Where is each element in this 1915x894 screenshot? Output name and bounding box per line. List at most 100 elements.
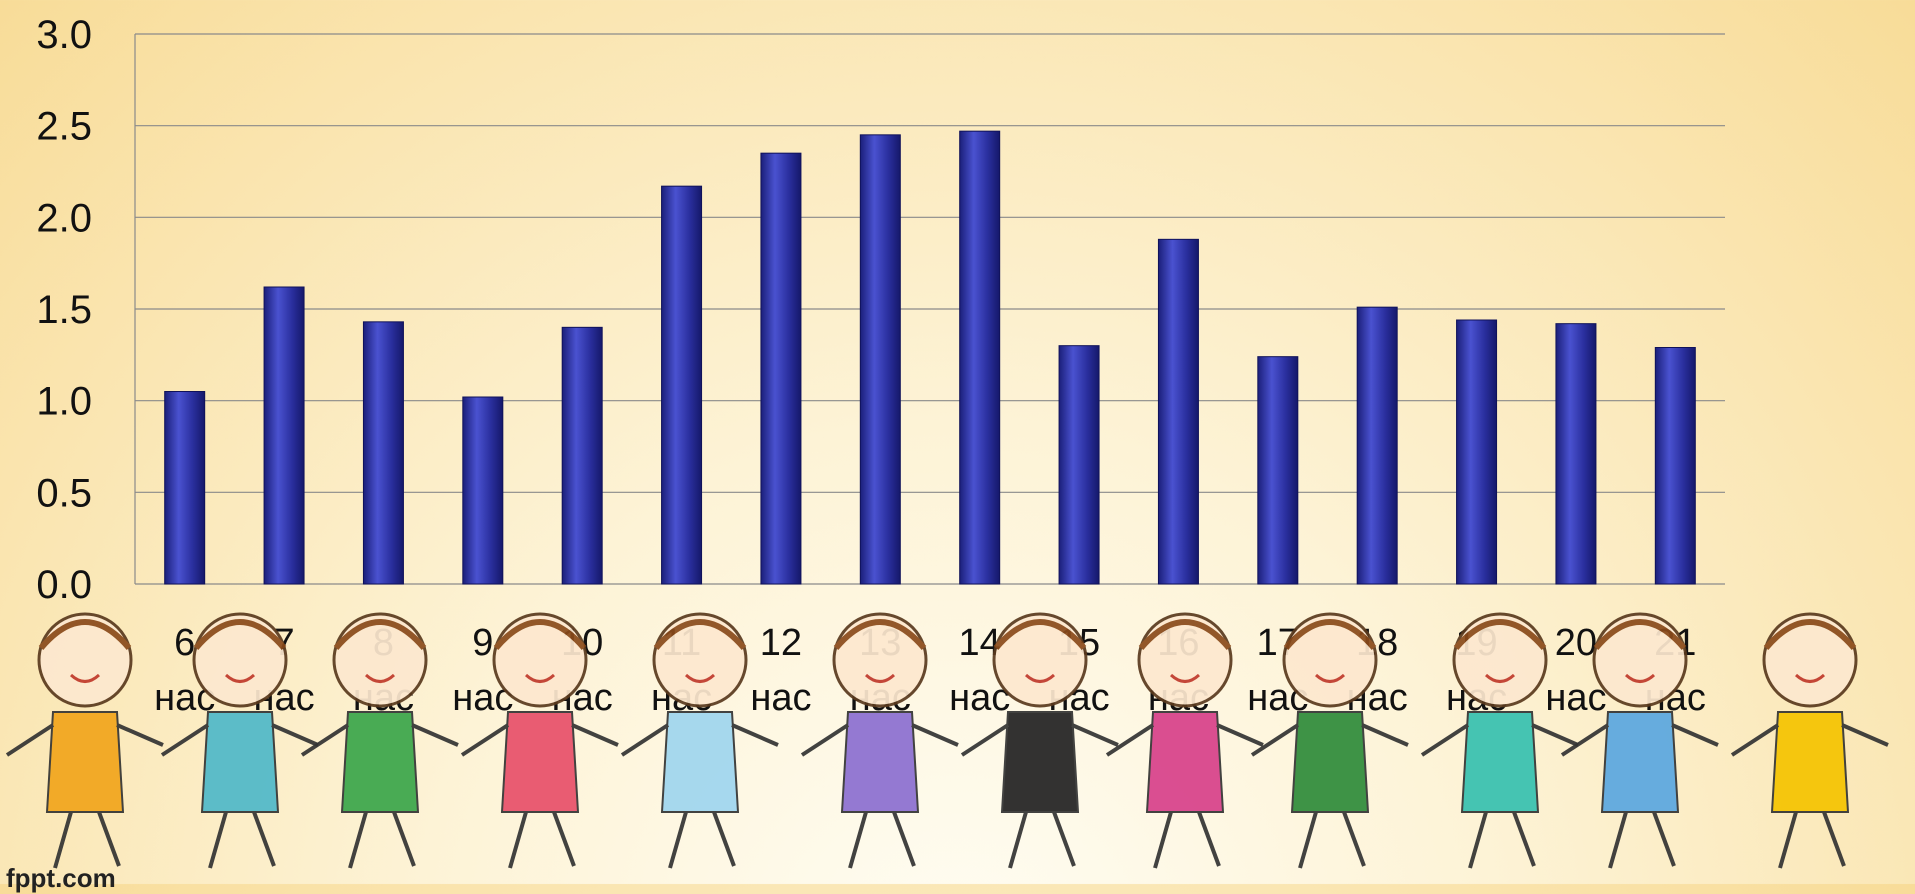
bar: [1157, 238, 1199, 585]
kid-leg: [208, 811, 228, 869]
kid-mouth: [864, 673, 896, 683]
y-tick-label: 3.0: [36, 13, 92, 57]
kid-arm: [1105, 723, 1155, 757]
kid-figure: [1105, 612, 1264, 869]
x-tick-label-number: 20: [1555, 622, 1597, 664]
kid-shirt: [1460, 711, 1540, 813]
kid-leg: [1608, 811, 1628, 869]
kid-figure: [1560, 612, 1719, 869]
y-tick-label: 1.0: [36, 380, 92, 424]
kid-hair: [993, 619, 1087, 650]
kid-leg: [1153, 811, 1173, 869]
kid-arm: [960, 723, 1010, 757]
kid-hair: [193, 619, 287, 650]
y-tick-label: 1.5: [36, 288, 92, 332]
kid-leg: [53, 811, 73, 869]
kid-arm: [300, 723, 350, 757]
kid-arm: [571, 723, 619, 747]
kid-hair: [1593, 619, 1687, 650]
x-tick-label-number: 12: [760, 622, 802, 664]
bar: [1654, 347, 1696, 585]
kid-shirt: [1600, 711, 1680, 813]
y-axis: 0.0 0.5 1.0 1.5 2.0 2.5 3.0: [36, 13, 92, 607]
bar: [859, 134, 901, 585]
bar: [1257, 356, 1299, 585]
kid-leg: [668, 811, 688, 869]
kid-arm: [5, 723, 55, 757]
kid-leg: [892, 811, 916, 867]
kid-shirt: [200, 711, 280, 813]
kid-arm: [1420, 723, 1470, 757]
kid-leg: [1197, 811, 1221, 867]
x-tick-label-number: 6: [174, 622, 195, 664]
kid-head: [652, 612, 748, 708]
kid-arm: [411, 723, 459, 747]
kid-arm: [271, 723, 319, 747]
kid-hair: [1453, 619, 1547, 650]
kid-mouth: [69, 673, 101, 683]
kid-hair: [333, 619, 427, 650]
y-tick-label: 2.0: [36, 196, 92, 240]
bar: [959, 130, 1001, 585]
kid-leg: [508, 811, 528, 869]
kid-shirt: [660, 711, 740, 813]
kid-arm: [116, 723, 164, 747]
kid-head: [192, 612, 288, 708]
kid-shirt: [840, 711, 920, 813]
kid-hair: [833, 619, 927, 650]
kid-head: [1592, 612, 1688, 708]
kid-hair: [1763, 619, 1857, 650]
x-tick-label-unit: нас: [1545, 677, 1606, 719]
kid-leg: [1342, 811, 1366, 867]
kid-leg: [348, 811, 368, 869]
kid-leg: [712, 811, 736, 867]
kid-leg: [392, 811, 416, 867]
bar: [263, 286, 305, 585]
kid-mouth: [1794, 673, 1826, 683]
bar: [760, 152, 802, 585]
x-tick-label-number: 9: [472, 622, 493, 664]
bar: [462, 396, 504, 585]
kid-hair: [38, 619, 132, 650]
kid-figure: [460, 612, 619, 869]
kid-mouth: [1314, 673, 1346, 683]
kid-arm: [1216, 723, 1264, 747]
kid-head: [332, 612, 428, 708]
kid-arm: [1730, 723, 1780, 757]
kid-head: [1282, 612, 1378, 708]
kid-figure: [1730, 612, 1889, 869]
kid-shirt: [340, 711, 420, 813]
bar: [1456, 319, 1498, 585]
y-tick-label: 2.5: [36, 105, 92, 149]
kid-figure: [160, 612, 319, 869]
kid-figure: [620, 612, 779, 869]
kid-shirt: [1000, 711, 1080, 813]
kid-arm: [1560, 723, 1610, 757]
kid-arm: [1071, 723, 1119, 747]
kid-leg: [252, 811, 276, 867]
bar: [1356, 306, 1398, 585]
kids-illustration: [5, 612, 1889, 869]
kid-head: [832, 612, 928, 708]
kid-arm: [731, 723, 779, 747]
kid-leg: [1008, 811, 1028, 869]
kid-mouth: [224, 673, 256, 683]
kid-figure: [800, 612, 959, 869]
kid-mouth: [1169, 673, 1201, 683]
kid-figure: [5, 612, 164, 869]
kid-head: [1452, 612, 1548, 708]
kid-hair: [1138, 619, 1232, 650]
kid-arm: [1531, 723, 1579, 747]
kid-figure: [300, 612, 459, 869]
kid-arm: [1671, 723, 1719, 747]
kid-arm: [1250, 723, 1300, 757]
kid-leg: [848, 811, 868, 869]
kid-hair: [653, 619, 747, 650]
kid-shirt: [1290, 711, 1370, 813]
kid-shirt: [500, 711, 580, 813]
bar: [661, 185, 703, 585]
kid-figure: [1250, 612, 1409, 869]
kid-hair: [1283, 619, 1377, 650]
kid-arm: [1361, 723, 1409, 747]
